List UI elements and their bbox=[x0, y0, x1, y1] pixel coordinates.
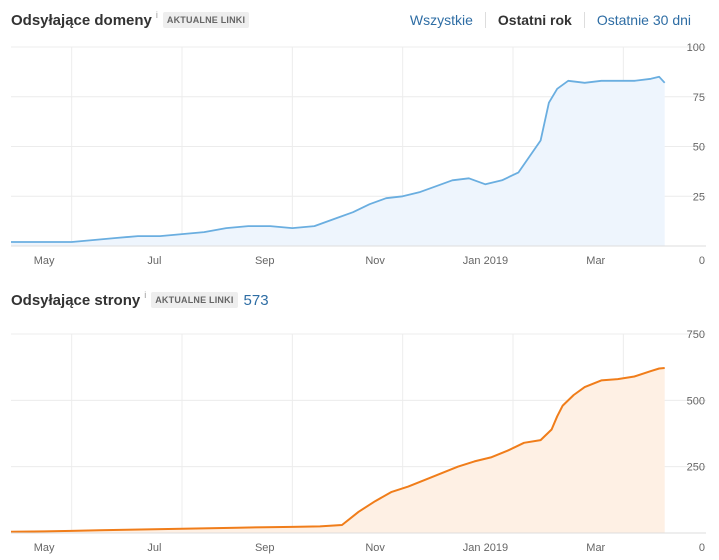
referring-domains-title: Odsyłające domeny bbox=[11, 11, 152, 29]
chart2-x-ticks: May Jul Sep Nov Jan 2019 Mar bbox=[34, 542, 606, 554]
live-links-badge: AKTUALNE LINKI bbox=[162, 12, 250, 28]
y-tick-label: 0 bbox=[699, 255, 705, 267]
x-tick-label: Mar bbox=[586, 542, 605, 554]
x-tick-label: May bbox=[34, 542, 55, 554]
referring-domains-chart: 0 25 50 75 100 May Jul Sep Nov Jan 2019 Mar bbox=[11, 42, 706, 267]
chart1-line bbox=[11, 75, 666, 243]
x-tick-label: Jul bbox=[147, 542, 161, 554]
referring-pages-header: Odsyłające strony i AKTUALNE LINKI 573 bbox=[11, 288, 269, 312]
x-tick-label: Nov bbox=[365, 255, 385, 267]
chart2-y-ticks: 0 250 500 750 bbox=[687, 329, 705, 554]
live-links-badge: AKTUALNE LINKI bbox=[151, 292, 238, 308]
referring-pages-count[interactable]: 573 bbox=[243, 291, 269, 309]
x-tick-label: Jan 2019 bbox=[463, 255, 508, 267]
x-tick-label: Mar bbox=[586, 255, 605, 267]
x-tick-label: Nov bbox=[365, 542, 385, 554]
y-tick-label: 250 bbox=[687, 462, 705, 474]
y-tick-label: 0 bbox=[699, 542, 705, 554]
tab-all[interactable]: Wszystkie bbox=[409, 12, 473, 28]
period-tabs: Wszystkie Ostatni rok Ostatnie 30 dni bbox=[410, 12, 691, 28]
y-tick-label: 500 bbox=[687, 395, 705, 407]
chart1-x-ticks: May Jul Sep Nov Jan 2019 Mar bbox=[34, 255, 606, 267]
x-tick-label: Sep bbox=[255, 542, 275, 554]
chart2-line bbox=[10, 367, 665, 533]
y-tick-label: 100 bbox=[687, 42, 705, 54]
tab-last-year[interactable]: Ostatni rok bbox=[497, 12, 572, 28]
chart2-area bbox=[11, 368, 665, 533]
y-tick-label: 50 bbox=[693, 142, 705, 154]
tab-last-30-days[interactable]: Ostatnie 30 dni bbox=[596, 12, 691, 28]
referring-pages-title: Odsyłające strony bbox=[11, 291, 141, 309]
referring-domains-header: Odsyłające domeny i AKTUALNE LINKI bbox=[11, 8, 250, 32]
tab-divider bbox=[583, 12, 585, 28]
chart1-area bbox=[11, 76, 665, 246]
x-tick-label: Jul bbox=[147, 255, 161, 267]
x-tick-label: Sep bbox=[255, 255, 275, 267]
x-tick-label: Jan 2019 bbox=[463, 542, 508, 554]
y-tick-label: 75 bbox=[693, 92, 705, 104]
y-tick-label: 750 bbox=[687, 329, 705, 341]
y-tick-label: 25 bbox=[693, 191, 705, 203]
info-icon[interactable]: i bbox=[155, 10, 158, 20]
tab-divider bbox=[484, 12, 486, 28]
info-icon[interactable]: i bbox=[144, 290, 147, 300]
chart1-y-ticks: 0 25 50 75 100 bbox=[687, 42, 705, 267]
x-tick-label: May bbox=[34, 255, 55, 267]
